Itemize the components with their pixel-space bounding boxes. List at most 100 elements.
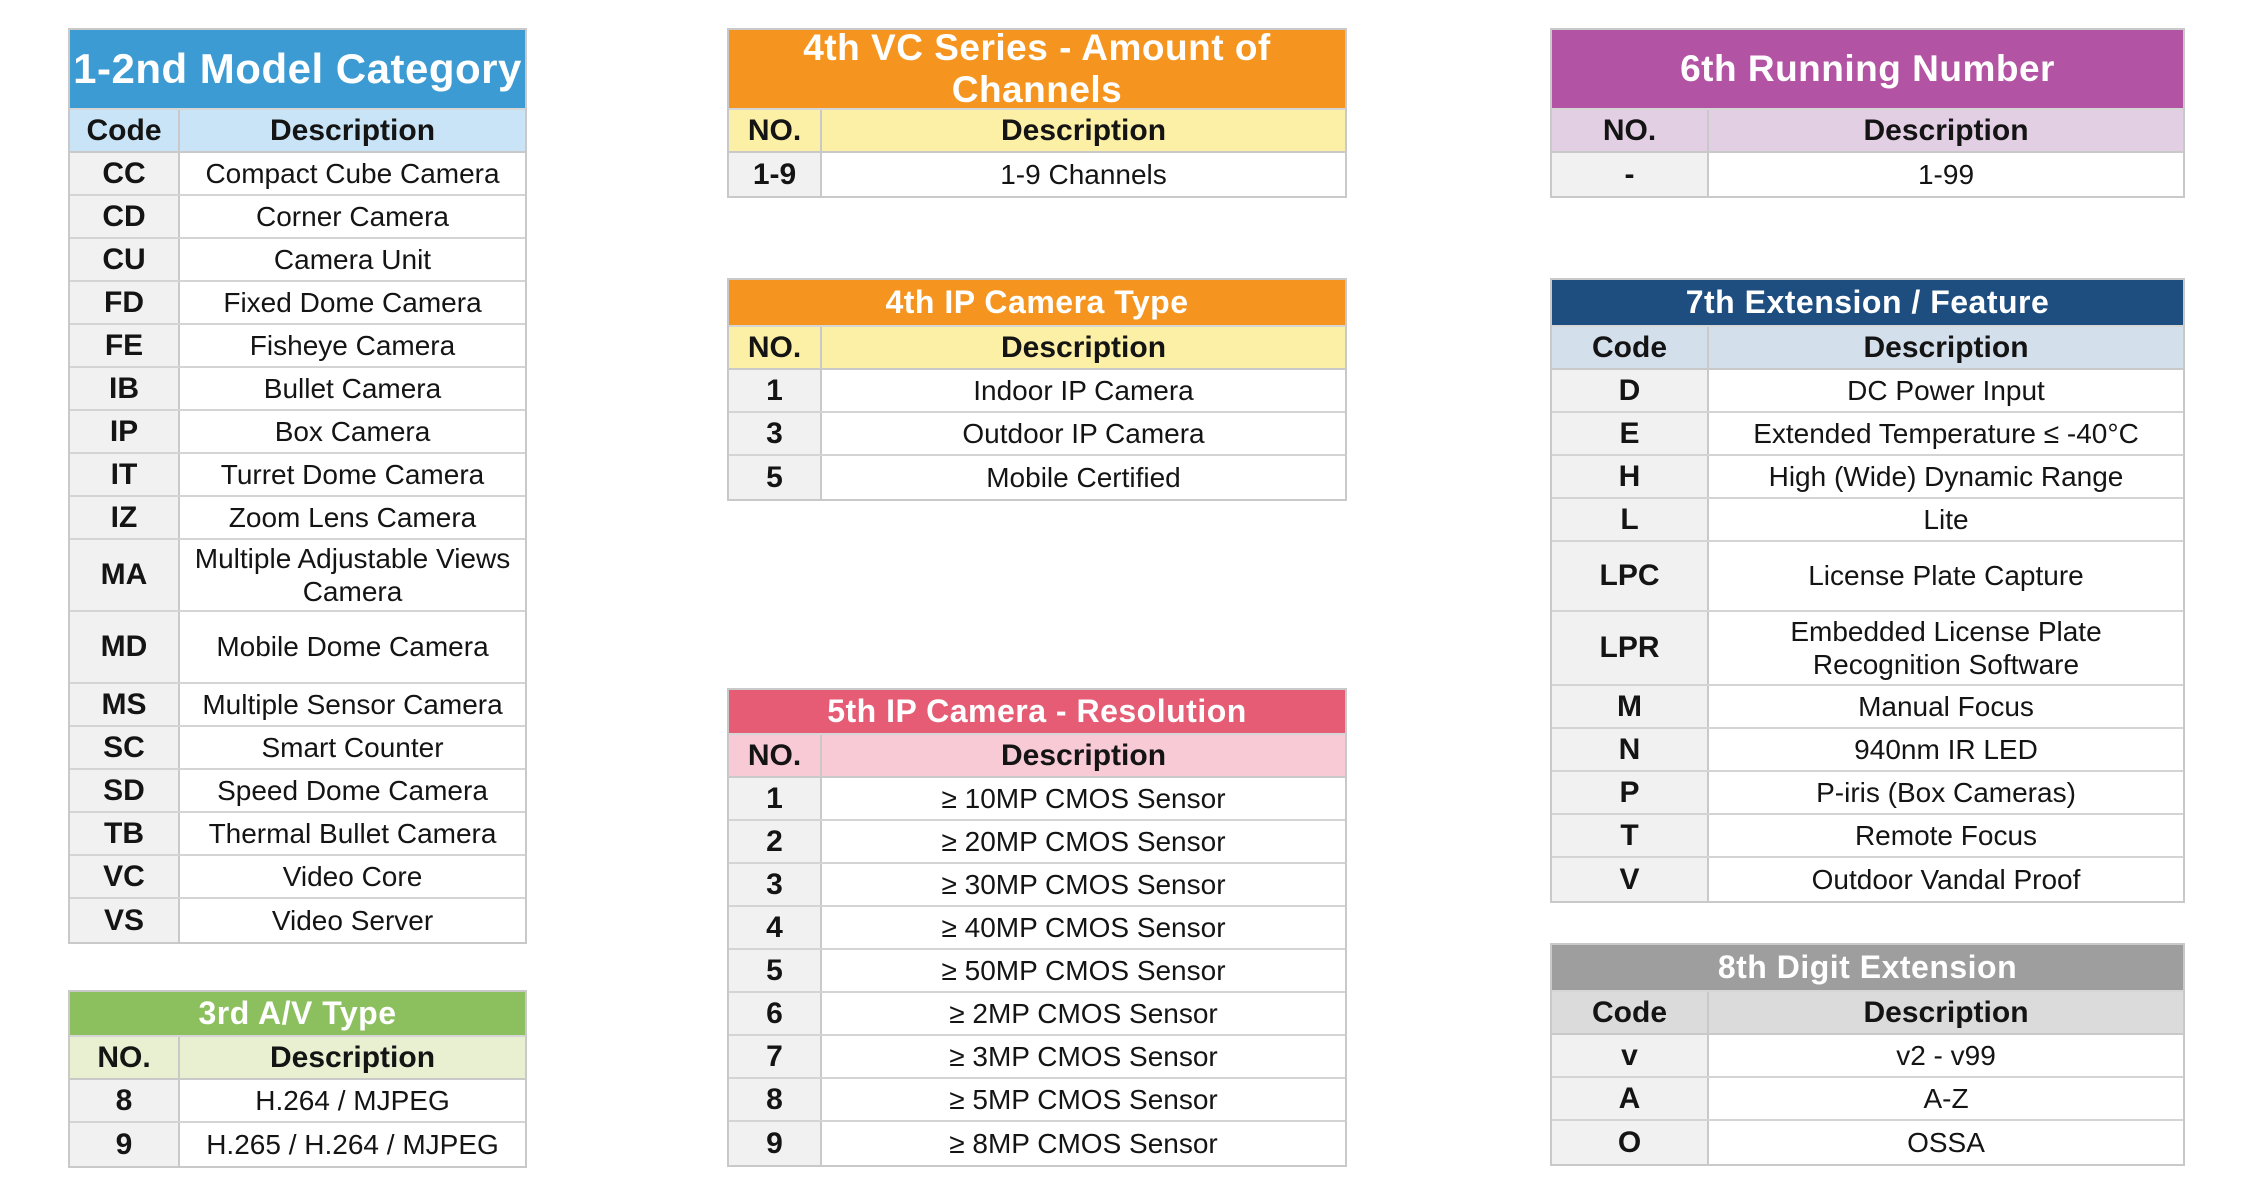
table-column-headers: NO. Description <box>729 110 1345 153</box>
column-header-code: NO. <box>1552 110 1709 151</box>
table-row: IP Box Camera <box>70 411 525 454</box>
table-title: 7th Extension / Feature <box>1552 280 2183 327</box>
table-row: VC Video Core <box>70 856 525 899</box>
table-row: MA Multiple Adjustable Views Camera <box>70 540 525 612</box>
table-title: 1-2nd Model Category <box>70 30 525 110</box>
table-body: 1 Indoor IP Camera 3 Outdoor IP Camera 5 Mobi… <box>729 370 1345 499</box>
code-cell: MS <box>70 684 180 725</box>
description-cell: Embedded License Plate Recognition Softw… <box>1790 615 2102 680</box>
column-header-code: Code <box>1552 992 1709 1033</box>
code-cell: 5 <box>729 456 822 499</box>
table-row: 5 ≥ 50MP CMOS Sensor <box>729 950 1345 993</box>
table-digit-extension: 8th Digit Extension Code Description v v2… <box>1550 943 2185 1166</box>
table-row: 9 ≥ 8MP CMOS Sensor <box>729 1122 1345 1165</box>
description-cell: Outdoor Vandal Proof <box>1811 863 2081 895</box>
description-cell: ≥ 2MP CMOS Sensor <box>949 997 1218 1029</box>
table-row: - 1-99 <box>1552 153 2183 196</box>
description-cell: Box Camera <box>274 415 431 447</box>
table-row: O OSSA <box>1552 1121 2183 1164</box>
code-cell: 1 <box>729 370 822 411</box>
code-cell: 3 <box>729 413 822 454</box>
code-cell: - <box>1552 153 1709 196</box>
table-row: H High (Wide) Dynamic Range <box>1552 456 2183 499</box>
table-row: CD Corner Camera <box>70 196 525 239</box>
table-row: v v2 - v99 <box>1552 1035 2183 1078</box>
table-row: D DC Power Input <box>1552 370 2183 413</box>
table-row: 9 H.265 / H.264 / MJPEG <box>70 1123 525 1166</box>
table-av-type: 3rd A/V Type NO. Description 8 H.264 / MJ… <box>68 990 527 1168</box>
table-row: T Remote Focus <box>1552 815 2183 858</box>
description-cell: Speed Dome Camera <box>217 774 488 806</box>
description-cell: Thermal Bullet Camera <box>208 817 497 849</box>
table-title: 4th VC Series - Amount of Channels <box>729 27 1345 110</box>
table-row: MD Mobile Dome Camera <box>70 612 525 684</box>
code-cell: A <box>1552 1078 1709 1119</box>
description-cell: Extended Temperature ≤ -40°C <box>1753 417 2139 449</box>
table-column-headers: NO. Description <box>70 1037 525 1080</box>
code-cell: 6 <box>729 993 822 1034</box>
column-header-description: Description <box>180 1037 525 1078</box>
code-cell: E <box>1552 413 1709 454</box>
table-ip-resolution: 5th IP Camera - Resolution NO. Descripti… <box>727 688 1347 1167</box>
table-row: TB Thermal Bullet Camera <box>70 813 525 856</box>
table-body: 1 ≥ 10MP CMOS Sensor 2 ≥ 20MP CMOS Sensor 3 ≥… <box>729 778 1345 1165</box>
code-cell: IT <box>70 454 180 495</box>
column-header-code: NO. <box>729 327 822 368</box>
table-row: 3 Outdoor IP Camera <box>729 413 1345 456</box>
code-cell: 3 <box>729 864 822 905</box>
table-column-headers: NO. Description <box>729 327 1345 370</box>
table-row: LPC License Plate Capture <box>1552 542 2183 612</box>
code-cell: IP <box>70 411 180 452</box>
code-cell: L <box>1552 499 1709 540</box>
column-header-code: NO. <box>70 1037 180 1078</box>
table-row: SD Speed Dome Camera <box>70 770 525 813</box>
table-ip-camera-type: 4th IP Camera Type NO. Description 1 Indo… <box>727 278 1347 501</box>
table-row: 1 ≥ 10MP CMOS Sensor <box>729 778 1345 821</box>
table-row: SC Smart Counter <box>70 727 525 770</box>
description-cell: Camera Unit <box>273 243 432 275</box>
table-row: 2 ≥ 20MP CMOS Sensor <box>729 821 1345 864</box>
table-column-headers: NO. Description <box>1552 110 2183 153</box>
description-cell: License Plate Capture <box>1808 560 2084 592</box>
code-cell: N <box>1552 729 1709 770</box>
code-cell: CD <box>70 196 180 237</box>
code-cell: 5 <box>729 950 822 991</box>
table-row: 8 H.264 / MJPEG <box>70 1080 525 1123</box>
table-row: P P-iris (Box Cameras) <box>1552 772 2183 815</box>
description-cell: Multiple Sensor Camera <box>202 688 503 720</box>
column-header-code: NO. <box>729 735 822 776</box>
code-cell: MA <box>70 540 180 610</box>
description-cell: 1-99 <box>1917 158 1975 190</box>
table-running-number: 6th Running Number NO. Description - 1-99 <box>1550 28 2185 198</box>
table-body: v v2 - v99 A A-Z O OSSA <box>1552 1035 2183 1164</box>
description-cell: OSSA <box>1907 1126 1985 1158</box>
description-cell: Bullet Camera <box>263 372 442 404</box>
table-title: 4th IP Camera Type <box>729 280 1345 327</box>
code-cell: LPR <box>1552 612 1709 684</box>
table-row: E Extended Temperature ≤ -40°C <box>1552 413 2183 456</box>
description-cell: Lite <box>1923 503 1969 535</box>
code-cell: FD <box>70 282 180 323</box>
table-row: 1-9 1-9 Channels <box>729 153 1345 196</box>
table-body: 1-9 1-9 Channels <box>729 153 1345 196</box>
table-row: IZ Zoom Lens Camera <box>70 497 525 540</box>
code-cell: VS <box>70 899 180 942</box>
description-cell: 1-9 Channels <box>1000 158 1167 190</box>
table-body: CC Compact Cube Camera CD Corner Camera CU Ca… <box>70 153 525 942</box>
table-row: CU Camera Unit <box>70 239 525 282</box>
table-body: D DC Power Input E Extended Temperature ≤ -… <box>1552 370 2183 901</box>
code-cell: SC <box>70 727 180 768</box>
code-cell: 2 <box>729 821 822 862</box>
description-cell: Remote Focus <box>1854 819 2038 851</box>
description-cell: Mobile Dome Camera <box>216 631 489 663</box>
column-header-description: Description <box>1709 110 2183 151</box>
table-row: CC Compact Cube Camera <box>70 153 525 196</box>
code-cell: FE <box>70 325 180 366</box>
code-cell: 7 <box>729 1036 822 1077</box>
code-cell: IB <box>70 368 180 409</box>
column-header-description: Description <box>1709 327 2183 368</box>
code-cell: 8 <box>729 1079 822 1120</box>
table-row: 4 ≥ 40MP CMOS Sensor <box>729 907 1345 950</box>
description-cell: P-iris (Box Cameras) <box>1816 776 2076 808</box>
table-body: 8 H.264 / MJPEG 9 H.265 / H.264 / MJPEG <box>70 1080 525 1166</box>
